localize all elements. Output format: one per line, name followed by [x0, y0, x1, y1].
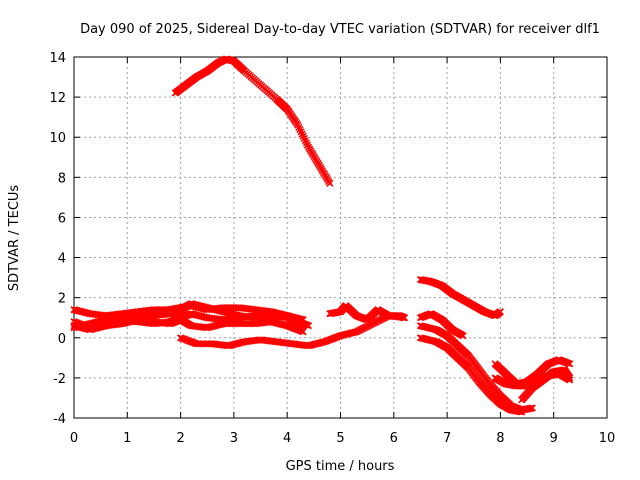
- chart-title: Day 090 of 2025, Sidereal Day-to-day VTE…: [80, 22, 600, 37]
- series-arc-high: [171, 55, 334, 187]
- x-tick-labels: 0 1 2 3 4 5 6 7 8 9 10: [70, 431, 615, 446]
- data-point: [528, 404, 536, 412]
- x-tick-label: 7: [443, 431, 451, 446]
- x-tick-label: 2: [176, 431, 184, 446]
- y-tick-label: 0: [58, 332, 66, 347]
- series-arc-d: [70, 316, 307, 336]
- x-tick-label: 0: [70, 431, 78, 446]
- grid: [74, 57, 607, 418]
- y-axis-title: SDTVAR / TECUs: [7, 185, 22, 292]
- series-arc-k: [518, 366, 574, 404]
- y-tick-label: 8: [58, 171, 66, 186]
- series-arc-e: [416, 276, 504, 320]
- data-point: [304, 322, 313, 330]
- y-tick-label: -2: [53, 372, 66, 387]
- x-axis-title: GPS time / hours: [286, 459, 395, 474]
- series-layer: [70, 55, 574, 416]
- data-point: [566, 360, 574, 368]
- x-tick-label: 5: [336, 431, 344, 446]
- data-point: [298, 315, 306, 323]
- data-point: [496, 308, 504, 316]
- data-point: [299, 328, 307, 336]
- data-point: [326, 179, 334, 187]
- data-point: [566, 374, 574, 382]
- data-point: [400, 314, 409, 322]
- data-point: [518, 408, 526, 416]
- data-point: [459, 332, 467, 340]
- y-tick-label: -4: [53, 412, 66, 427]
- x-tick-label: 4: [283, 431, 291, 446]
- y-tick-label: 6: [58, 211, 66, 226]
- y-tick-labels: -4 -2 0 2 4 6 8 10 12 14: [49, 51, 66, 427]
- series-arc-f: [416, 310, 467, 340]
- series-arc-h: [416, 334, 526, 416]
- x-tick-label: 6: [390, 431, 398, 446]
- y-tick-label: 2: [58, 292, 66, 307]
- x-tick-label: 3: [230, 431, 238, 446]
- y-tick-label: 12: [49, 91, 66, 106]
- x-tick-label: 8: [496, 431, 504, 446]
- series-arc-g: [416, 322, 536, 414]
- tick-marks: [73, 56, 608, 419]
- x-tick-label: 1: [123, 431, 131, 446]
- x-tick-label: 9: [550, 431, 558, 446]
- y-tick-label: 14: [49, 51, 66, 66]
- y-tick-label: 4: [58, 252, 66, 267]
- data-point: [299, 316, 307, 324]
- series-arc-mid5: [326, 302, 409, 324]
- x-tick-label: 10: [599, 431, 616, 446]
- y-tick-label: 10: [49, 131, 66, 146]
